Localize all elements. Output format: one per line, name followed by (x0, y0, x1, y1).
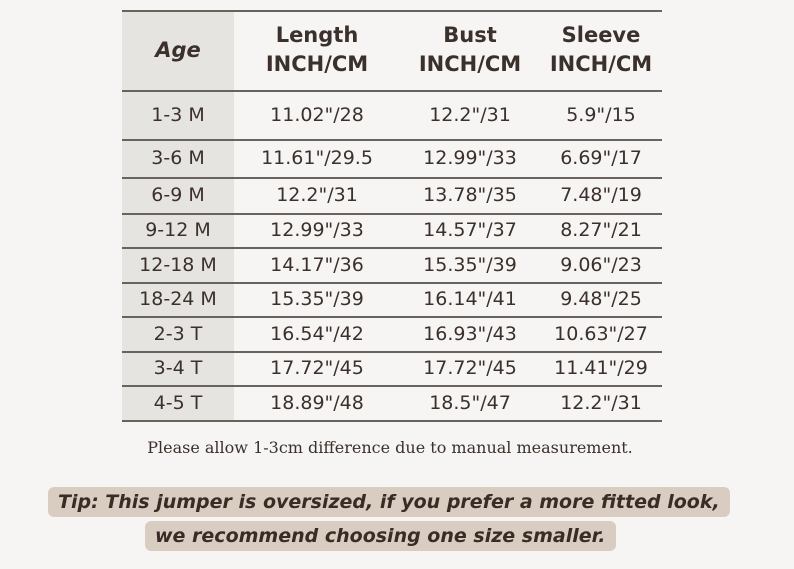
row-line (122, 385, 662, 387)
header-text: INCH/CM (549, 52, 653, 76)
table-cell: 11.61"/29.5 (261, 147, 373, 169)
table-cell: 6-9 M (151, 184, 205, 206)
table-cell: 12.99"/33 (270, 219, 364, 241)
table-cell: 18-24 M (139, 288, 217, 310)
table-cell: 6.69"/17 (560, 147, 642, 169)
table-cell: 14.17"/36 (270, 253, 364, 276)
header-cell: Length INCH/CM (234, 10, 400, 90)
header-text: INCH/CM (418, 52, 522, 76)
header-cell: Age (122, 10, 234, 90)
row-line (122, 213, 662, 215)
table-cell: 10.63"/27 (554, 322, 648, 345)
table-cell: 16.14"/41 (423, 288, 517, 310)
table-cell: 9.06"/23 (560, 253, 642, 276)
tip-line: we recommend choosing one size smaller. (145, 521, 616, 551)
table-cell: 12.2"/31 (429, 103, 511, 126)
header-text: Sleeve (561, 23, 641, 47)
table-cell: 12-18 M (139, 253, 217, 276)
table-cell: 1-3 M (151, 103, 205, 126)
table-cell: 11.02"/28 (270, 103, 364, 126)
row-line (122, 247, 662, 249)
table-cell: 12.2"/31 (276, 184, 358, 206)
table-cell: 18.5"/47 (429, 391, 511, 414)
row-line (122, 90, 662, 92)
table-cell: 12.99"/33 (423, 147, 517, 169)
table-cell: 18.89"/48 (270, 391, 364, 414)
header-text: INCH/CM (265, 52, 369, 76)
table-cell: 3-4 T (153, 357, 203, 379)
table-cell: 2-3 T (153, 322, 203, 345)
table-cell: 13.78"/35 (423, 184, 517, 206)
table-cell: 9.48"/25 (560, 288, 642, 310)
table-cell: 3-6 M (151, 147, 205, 169)
table-cell: 15.35"/39 (423, 253, 517, 276)
row-line (122, 316, 662, 318)
row-line (122, 282, 662, 284)
row-line (122, 10, 662, 12)
header-text: Length (275, 23, 359, 47)
header-text: Age (155, 37, 201, 62)
tip-line: Tip: This jumper is oversized, if you pr… (48, 487, 730, 517)
row-line (122, 420, 662, 422)
table-cell: 7.48"/19 (560, 184, 642, 206)
note: Please allow 1-3cm difference due to man… (147, 438, 633, 457)
table-cell: 11.41"/29 (554, 357, 648, 379)
table-cell: 15.35"/39 (270, 288, 364, 310)
table-cell: 12.2"/31 (560, 391, 642, 414)
row-line (122, 351, 662, 353)
table-cell: 16.93"/43 (423, 322, 517, 345)
header-text: Bust (443, 23, 497, 47)
row-line (122, 139, 662, 141)
table-cell: 4-5 T (153, 391, 203, 414)
table-cell: 9-12 M (145, 219, 211, 241)
header-cell: Sleeve INCH/CM (540, 10, 662, 90)
table-cell: 17.72"/45 (423, 357, 517, 379)
row-line (122, 177, 662, 179)
table-cell: 14.57"/37 (423, 219, 517, 241)
table-cell: 8.27"/21 (560, 219, 642, 241)
table-cell: 17.72"/45 (270, 357, 364, 379)
table-cell: 5.9"/15 (566, 103, 636, 126)
header-cell: Bust INCH/CM (400, 10, 540, 90)
table-cell: 16.54"/42 (270, 322, 364, 345)
